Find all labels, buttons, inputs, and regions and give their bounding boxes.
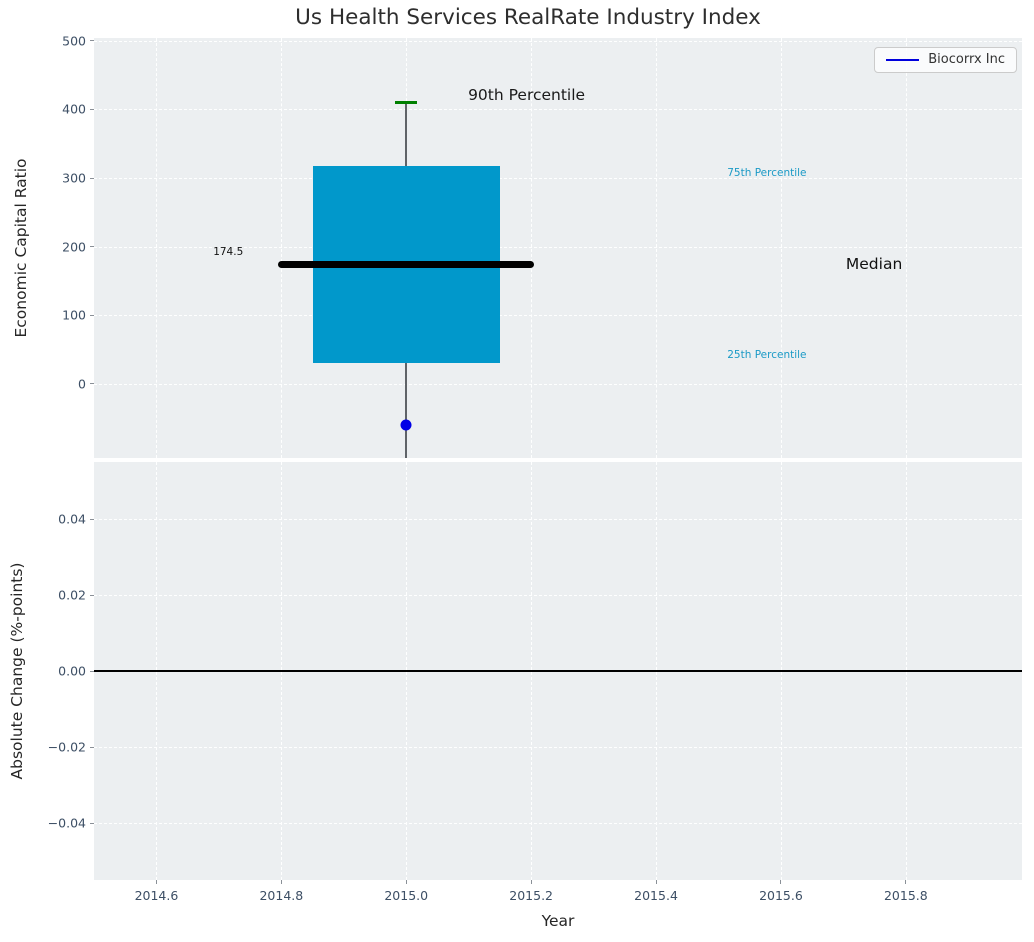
x-tick-label: 2015.2 (509, 888, 554, 903)
gridline-horizontal (94, 383, 1022, 385)
gridline-horizontal (94, 178, 1022, 179)
legend: Biocorrx Inc (874, 47, 1017, 73)
y-tick-label: 500 (62, 33, 86, 49)
gridline-horizontal (94, 109, 1022, 111)
zero-line (94, 670, 1022, 672)
y-tick-mark (90, 670, 94, 672)
y-tick-label: −0.02 (47, 739, 86, 755)
p90-cap (395, 101, 418, 104)
y-axis-label-absolute-change: Absolute Change (%-points) (8, 562, 26, 780)
y-tick-mark (90, 246, 94, 248)
subplot-economic-capital-ratio: 90th Percentile 75th Percentile Median 25th… (94, 38, 1022, 458)
x-tick-mark (905, 880, 907, 884)
y-tick-label: 200 (62, 239, 86, 255)
gridline-vertical (780, 38, 782, 458)
gridline-horizontal (94, 747, 1022, 748)
y-tick-label: 0.04 (58, 511, 86, 527)
y-tick-mark (90, 177, 94, 179)
annotation-median: Median (845, 254, 903, 273)
gridline-vertical (531, 38, 533, 458)
y-tick-label: 0 (78, 376, 86, 392)
annotation-174-5: 174.5 (213, 246, 244, 259)
x-tick-label: 2015.0 (384, 888, 429, 903)
legend-line-icon (886, 58, 920, 61)
x-tick-mark (405, 880, 407, 884)
x-tick-label: 2014.6 (134, 888, 179, 903)
y-tick-label: 300 (62, 170, 86, 186)
annotation-90th-percentile: 90th Percentile (468, 85, 586, 104)
x-tick-label: 2015.8 (883, 888, 928, 903)
y-tick-label: 0.00 (58, 663, 86, 679)
gridline-horizontal (94, 246, 1022, 248)
gridline-horizontal (94, 519, 1022, 520)
y-tick-mark (90, 822, 94, 824)
y-tick-label: 100 (62, 307, 86, 323)
y-tick-label: 0.02 (58, 587, 86, 603)
x-tick-label: 2015.4 (634, 888, 678, 903)
gridline-vertical (281, 38, 283, 458)
gridline-horizontal (94, 315, 1022, 317)
y-tick-mark (90, 40, 94, 42)
x-tick-mark (280, 880, 282, 884)
gridline-horizontal (94, 40, 1022, 42)
x-tick-mark (530, 880, 532, 884)
y-tick-mark (90, 518, 94, 520)
annotation-75th-percentile: 75th Percentile (727, 167, 807, 180)
x-tick-mark (155, 880, 157, 884)
y-tick-mark (90, 383, 94, 385)
gridline-vertical (656, 38, 658, 458)
x-axis-label: Year (541, 912, 575, 930)
x-tick-label: 2014.8 (259, 888, 304, 903)
y-tick-mark (90, 108, 94, 110)
y-tick-label: −0.04 (47, 815, 86, 831)
gridline-vertical (905, 38, 907, 458)
chart-title: Us Health Services RealRate Industry Ind… (295, 5, 761, 30)
y-tick-mark (90, 314, 94, 316)
median-line (278, 260, 535, 268)
subplot-absolute-change (94, 462, 1022, 880)
x-tick-mark (780, 880, 782, 884)
y-axis-label-economic-capital-ratio: Economic Capital Ratio (12, 158, 30, 338)
x-tick-mark (655, 880, 657, 884)
annotation-25th-percentile: 25th Percentile (727, 349, 807, 362)
company-point-dot (400, 419, 412, 431)
x-tick-label: 2015.6 (759, 888, 803, 903)
gridline-horizontal (94, 595, 1022, 596)
gridline-horizontal (94, 823, 1022, 824)
legend-label: Biocorrx Inc (928, 52, 1005, 67)
gridline-vertical (156, 38, 158, 458)
y-tick-mark (90, 746, 94, 748)
y-tick-mark (90, 594, 94, 596)
y-tick-label: 400 (62, 101, 86, 117)
